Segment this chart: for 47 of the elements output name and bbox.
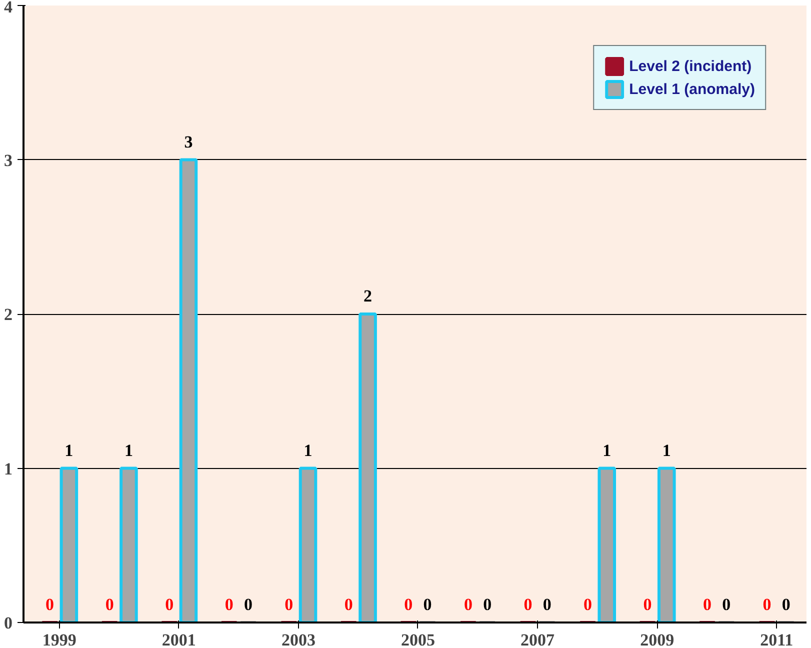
data-label: 1 (662, 440, 671, 460)
data-label: 1 (124, 440, 133, 460)
data-label: 0 (423, 595, 432, 614)
data-label: 0 (762, 595, 772, 614)
bar (179, 158, 198, 622)
data-label: 0 (344, 595, 353, 614)
data-label: 0 (105, 595, 114, 614)
bar (298, 466, 318, 622)
y-tick-label: 1 (4, 459, 12, 478)
data-label: 0 (244, 595, 252, 614)
data-label: 0 (782, 595, 790, 614)
bar (358, 312, 377, 622)
data-label: 0 (404, 595, 413, 614)
data-label: 0 (583, 595, 592, 614)
y-tick-label: 4 (4, 0, 13, 16)
data-label: 1 (64, 440, 74, 460)
data-label: 0 (224, 595, 234, 614)
data-label: 1 (304, 440, 312, 460)
x-tick-label: 2009 (640, 630, 674, 648)
legend-label: Level 1 (anomaly) (629, 80, 755, 98)
x-tick-label: 2007 (520, 630, 556, 648)
data-label: 1 (602, 440, 612, 460)
data-label: 0 (46, 595, 54, 614)
data-label: 0 (464, 595, 472, 614)
bar (657, 466, 676, 622)
data-label: 0 (542, 595, 552, 614)
y-tick-label: 2 (4, 305, 12, 324)
x-tick-label: 2005 (400, 630, 435, 648)
data-label: 3 (184, 132, 193, 152)
x-tick-label: 1999 (42, 630, 76, 648)
data-label: 0 (643, 595, 652, 614)
x-tick-label: 2003 (281, 630, 316, 648)
y-tick-label: 0 (4, 614, 12, 632)
data-label: 0 (722, 595, 731, 614)
x-tick-label: 2011 (760, 630, 794, 648)
legend-label: Level 2 (incident) (629, 58, 752, 74)
data-label: 0 (703, 595, 712, 614)
bar (120, 466, 138, 622)
data-label: 0 (284, 595, 294, 614)
data-label: 2 (364, 286, 372, 306)
bar (598, 466, 616, 622)
x-tick-label: 2001 (162, 630, 196, 648)
bar (60, 466, 78, 622)
y-tick-label: 3 (4, 150, 12, 170)
data-label: 0 (165, 595, 174, 614)
data-label: 0 (483, 595, 492, 614)
data-label: 0 (524, 595, 532, 614)
